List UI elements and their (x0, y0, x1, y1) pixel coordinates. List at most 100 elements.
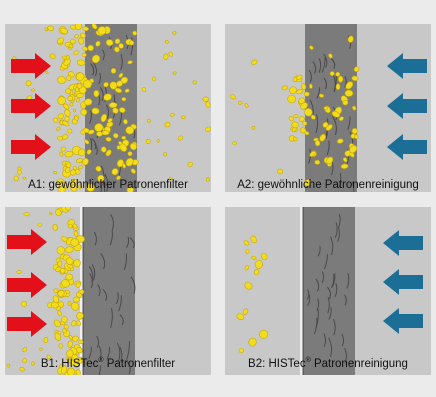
dust-particle (58, 182, 65, 187)
filter-fiber (126, 360, 131, 375)
panel-a1-standard-filtering (5, 24, 211, 192)
dust-particle (251, 255, 257, 260)
dust-particle (110, 68, 117, 74)
dust-particle (114, 38, 121, 45)
filter-fiber (91, 138, 97, 150)
dust-particle (163, 152, 168, 157)
dust-particle (244, 282, 253, 290)
dust-particle (114, 46, 120, 53)
filter-fiber (323, 333, 327, 347)
filter-fiber (119, 346, 123, 362)
dust-particle (52, 117, 59, 123)
dust-particle (46, 354, 51, 360)
dust-particle (168, 176, 173, 181)
dust-particle (352, 105, 357, 111)
dust-particle (336, 138, 344, 144)
dust-particle (340, 163, 349, 169)
filter-fiber (308, 69, 312, 83)
filter-fiber (123, 253, 128, 270)
filter-fiber (120, 53, 123, 71)
dust-particle (181, 115, 186, 120)
dust-particle (23, 212, 30, 217)
filter-fiber (327, 297, 330, 314)
dust-particle (103, 81, 109, 88)
filter-fiber (97, 284, 101, 297)
dust-particle (125, 157, 134, 167)
dust-particle (277, 168, 284, 175)
dust-particle (163, 53, 169, 60)
dust-particle (298, 116, 305, 123)
arrow-left-icon (387, 134, 427, 160)
caption-b1-prefix: B1: HISTec (40, 357, 99, 370)
dust-particle (338, 116, 344, 121)
dust-particle (172, 71, 177, 75)
dust-particle (118, 43, 124, 49)
dust-particle (52, 224, 58, 231)
dust-particle (74, 34, 79, 39)
caption-b2-prefix: B2: HISTec (248, 357, 306, 370)
dust-particle (65, 88, 72, 95)
arrow-right-icon (7, 272, 47, 298)
dust-particle (76, 59, 86, 66)
caption-b2: B2: HISTec® Patronenreinigung (220, 357, 436, 370)
dust-particle (335, 83, 341, 90)
dust-particle (71, 320, 77, 327)
dust-particle (205, 126, 211, 132)
filter-fiber (332, 116, 337, 135)
dust-particle (76, 97, 81, 103)
arrow-right-icon (11, 53, 51, 79)
filter-fiber (98, 345, 102, 362)
dust-particle (251, 125, 256, 130)
dust-particle (260, 252, 268, 261)
dust-particle (75, 72, 85, 81)
arrow-left-icon (387, 53, 427, 79)
dust-particle (202, 96, 209, 102)
dust-particle (75, 87, 80, 93)
dust-particle (118, 72, 124, 78)
filter-fiber (323, 53, 328, 68)
dust-particle (62, 328, 67, 334)
arrow-right-icon (7, 229, 47, 255)
filter-fiber (110, 308, 113, 328)
dust-particle (60, 27, 68, 35)
filter-fiber (130, 276, 136, 294)
dust-particle (254, 260, 263, 269)
dust-particle (335, 71, 341, 77)
filter-fiber (337, 226, 340, 242)
dust-particle (254, 269, 260, 276)
filter-fiber (102, 289, 108, 302)
dust-particle (57, 113, 64, 120)
dust-particle (122, 163, 126, 169)
filter-fiber (338, 172, 342, 188)
filter-fiber (344, 347, 347, 364)
dust-particle (108, 102, 118, 109)
filter-fiber (93, 231, 97, 246)
dust-particle (70, 238, 79, 247)
filter-fiber (109, 230, 113, 246)
dust-particle (45, 70, 49, 75)
arrow-left-icon (387, 93, 427, 119)
filter-fiber (96, 335, 100, 348)
dust-particle (93, 90, 100, 98)
dust-particle (31, 361, 35, 366)
filter-fiber (126, 341, 131, 360)
dust-particle (319, 93, 324, 98)
dust-particle (22, 176, 27, 180)
dust-particle (97, 174, 105, 182)
dust-particle (39, 347, 43, 351)
dust-particle (57, 96, 66, 105)
dust-particle (230, 94, 236, 100)
dust-particle (289, 86, 297, 95)
filter-fiber (312, 61, 317, 74)
dust-particle (53, 171, 58, 175)
dust-particle (56, 126, 61, 131)
dust-particle (74, 116, 79, 121)
dust-particle (123, 119, 128, 125)
dust-particle (250, 235, 257, 244)
dust-particle (49, 53, 56, 59)
ptfe-membrane (300, 207, 303, 375)
dust-particle (342, 99, 349, 106)
filter-fiber (341, 333, 345, 347)
filter-fiber (99, 87, 104, 102)
caption-b1-registered-mark: ® (98, 357, 104, 364)
